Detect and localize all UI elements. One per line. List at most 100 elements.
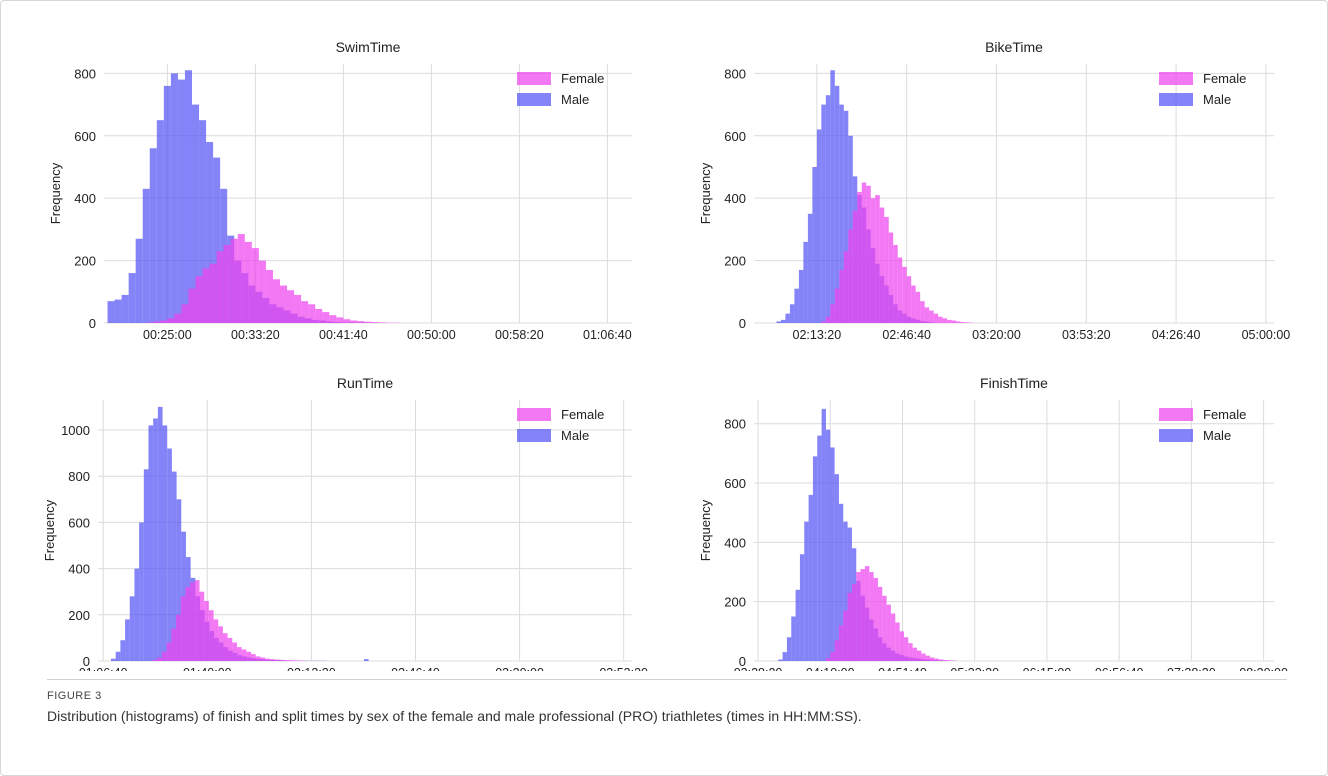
- y-tick-label: 0: [739, 654, 746, 669]
- chart-panel-swimtime: 0 200 400 600 800 00:25:00 00:33:20 00:41:40 00:…: [48, 39, 632, 342]
- histogram-bar-male: [830, 447, 835, 661]
- y-tick-label: 600: [68, 515, 90, 530]
- histogram-bar-female: [160, 320, 168, 323]
- histogram-bar-male: [114, 299, 122, 323]
- x-tick-label: 03:20:00: [495, 666, 544, 671]
- histogram-bar-female: [209, 263, 217, 323]
- histogram-bar-female: [912, 647, 917, 661]
- histogram-bar-female: [906, 276, 912, 323]
- histogram-bar-female: [208, 610, 214, 661]
- legend-label-female: Female: [561, 71, 604, 86]
- histogram-bar-female: [890, 613, 896, 661]
- x-tick-label: 04:51:40: [878, 666, 927, 671]
- legend-label-male: Male: [561, 92, 589, 107]
- chart-panel-biketime: 0 200 400 600 800 02:13:20 02:46:40 03:20:00 03:…: [698, 39, 1290, 342]
- histogram-bar-female: [933, 313, 939, 323]
- histogram-bar-female: [875, 195, 880, 323]
- y-tick-label: 800: [724, 66, 746, 81]
- histogram-bar-female: [287, 290, 295, 323]
- histogram-bar-male: [794, 288, 799, 323]
- x-tick-label: 01:06:40: [79, 666, 128, 671]
- histogram-bar-female: [911, 285, 916, 323]
- histogram-bar-female: [167, 318, 175, 323]
- y-tick-label: 0: [739, 316, 746, 331]
- histogram-bar-male: [206, 142, 214, 323]
- histogram-bar-female: [899, 631, 904, 661]
- histogram-bar-female: [857, 191, 862, 323]
- histogram-bar-female: [834, 640, 839, 661]
- chart-title: BikeTime: [985, 39, 1043, 55]
- histogram-bar-female: [903, 637, 909, 661]
- x-tick-label: 07:38:20: [1167, 666, 1216, 671]
- y-tick-label: 400: [724, 535, 746, 550]
- legend-label-female: Female: [561, 407, 604, 422]
- histogram-bar-female: [848, 229, 853, 323]
- legend-label-male: Male: [1203, 92, 1231, 107]
- histogram-bar-female: [283, 660, 289, 661]
- x-tick-label: 03:53:20: [599, 666, 648, 671]
- y-tick-label: 600: [74, 129, 96, 144]
- x-tick-label: 05:33:20: [950, 666, 999, 671]
- histogram-bar-male: [115, 651, 121, 661]
- x-tick-label: 00:41:40: [319, 328, 368, 342]
- histogram-bar-female: [315, 308, 323, 323]
- legend-swatch-male: [517, 429, 551, 442]
- histogram-bar-male: [807, 213, 813, 323]
- histogram-bar-male: [148, 425, 154, 661]
- histogram-bar-male: [170, 73, 178, 323]
- histogram-bar-female: [260, 657, 266, 661]
- histogram-bar-female: [942, 660, 948, 661]
- histogram-bar-female: [378, 322, 386, 323]
- histogram-bar-female: [230, 238, 238, 323]
- histogram-bar-female: [329, 315, 337, 323]
- histogram-bar-female: [202, 268, 210, 323]
- histogram-bar-female: [279, 659, 284, 661]
- histogram-bar-female: [830, 304, 835, 323]
- x-tick-label: 02:46:40: [882, 328, 931, 342]
- histogram-bar-male: [782, 652, 787, 661]
- histogram-bar-male: [834, 474, 839, 661]
- histogram-bar-male: [181, 531, 186, 661]
- histogram-bar-male: [176, 499, 182, 661]
- chart-title: RunTime: [337, 375, 393, 391]
- histogram-bar-male: [157, 406, 163, 661]
- histogram-bar-female: [843, 251, 849, 323]
- histogram-bar-male: [162, 425, 168, 661]
- histogram-bar-male: [843, 521, 848, 661]
- y-tick-label: 400: [724, 191, 746, 206]
- histogram-bar-female: [146, 322, 154, 323]
- histogram-bar-female: [851, 583, 857, 661]
- histogram-bar-female: [174, 313, 182, 323]
- y-axis-label: Frequency: [42, 499, 57, 561]
- histogram-bar-female: [357, 321, 365, 323]
- x-tick-label: 02:13:20: [287, 666, 336, 671]
- histogram-bar-female: [195, 276, 203, 323]
- histogram-bar-female: [308, 304, 316, 323]
- histogram-bar-male: [111, 658, 116, 661]
- legend-swatch-female: [1159, 408, 1193, 421]
- histogram-bar-female: [364, 321, 372, 323]
- histogram-bar-female: [194, 580, 200, 661]
- histogram-bar-male: [812, 456, 818, 661]
- histogram-bar-male: [129, 596, 135, 661]
- x-tick-label: 04:26:40: [1152, 328, 1201, 342]
- histogram-bar-female: [960, 322, 966, 323]
- histogram-bar-female: [185, 587, 191, 661]
- histogram-bar-female: [288, 660, 294, 661]
- x-tick-label: 04:10:00: [806, 666, 855, 671]
- histogram-bar-male: [825, 95, 831, 323]
- histogram-bar-female: [213, 619, 219, 661]
- histogram-bar-male: [799, 554, 805, 661]
- histogram-bar-male: [776, 321, 781, 323]
- histogram-bar-female: [258, 260, 266, 323]
- legend-label-male: Male: [1203, 428, 1231, 443]
- histogram-bar-male: [817, 435, 822, 661]
- histogram-bar-male: [171, 471, 177, 661]
- histogram-bar-female: [821, 321, 826, 323]
- histogram-bar-male: [789, 304, 795, 323]
- histogram-bar-female: [877, 586, 883, 661]
- histogram-bar-female: [929, 657, 935, 661]
- histogram-bar-female: [947, 660, 952, 661]
- legend-swatch-male: [1159, 93, 1193, 106]
